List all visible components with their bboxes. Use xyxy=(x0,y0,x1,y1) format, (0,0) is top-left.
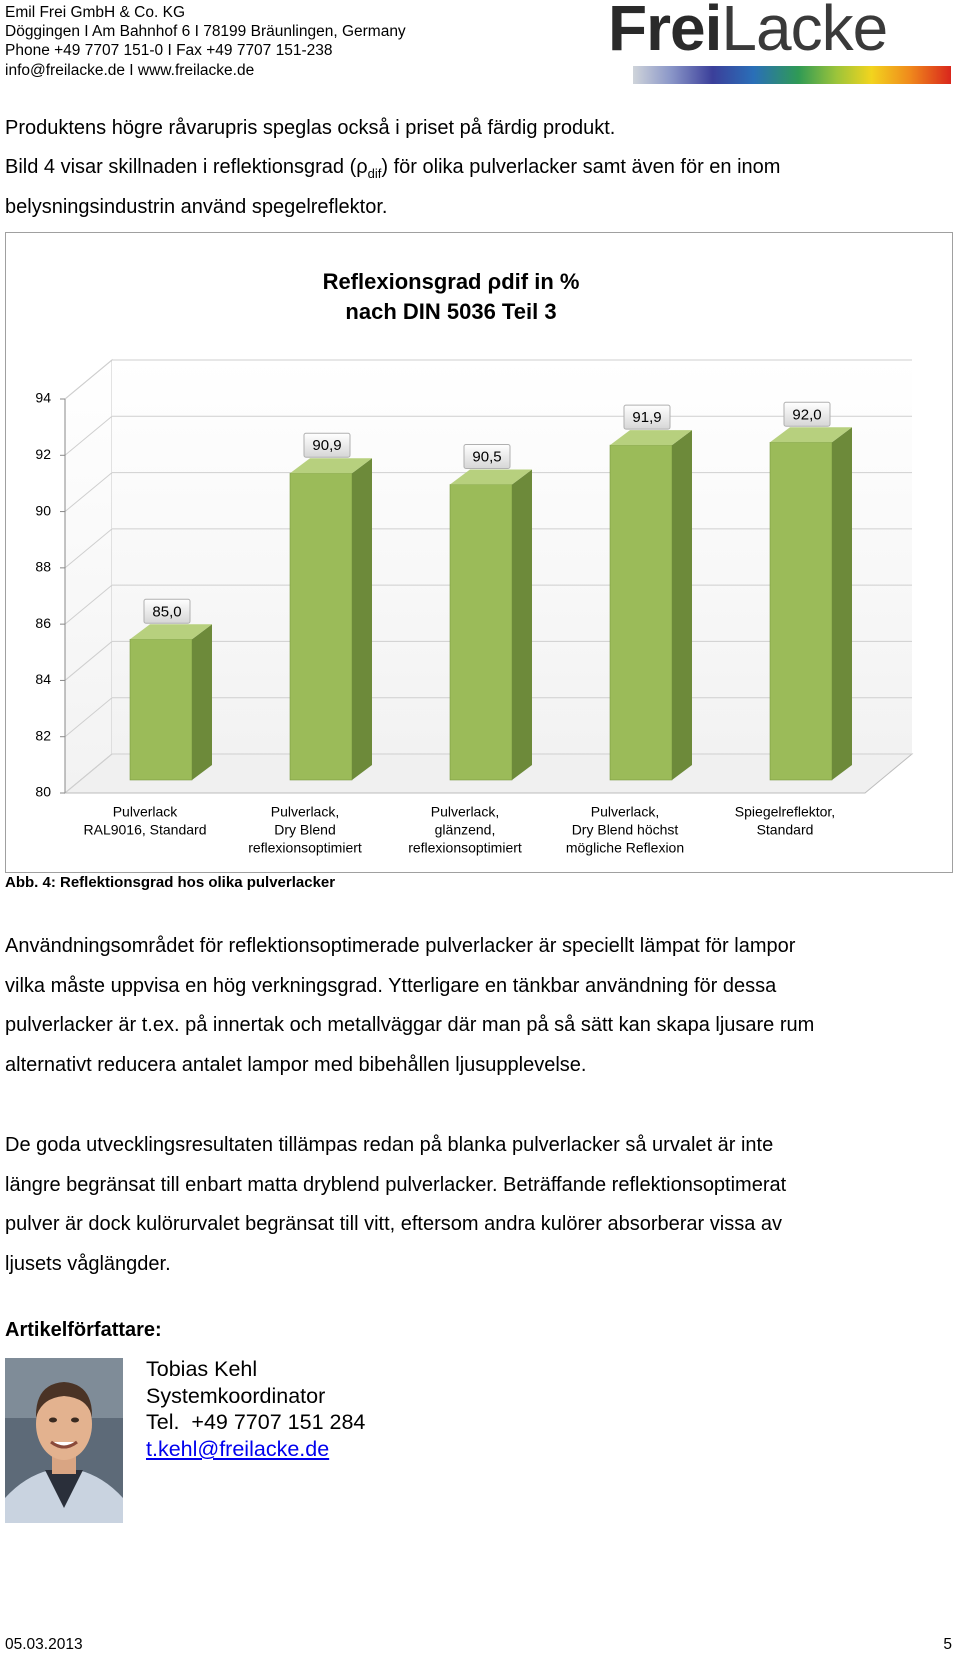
paragraph-line: ljusets våglängder. xyxy=(5,1252,171,1275)
bar-side xyxy=(352,458,372,780)
bar-side xyxy=(672,430,692,780)
grid-line xyxy=(64,359,912,400)
bar-top xyxy=(770,427,852,443)
x-tick-label: Standard xyxy=(757,822,814,838)
value-label: 91,9 xyxy=(632,409,661,426)
bar xyxy=(129,624,212,781)
author-phone: Tel. +49 7707 151 284 xyxy=(146,1410,366,1434)
bar-top xyxy=(290,458,372,474)
author-email[interactable]: t.kehl@freilacke.de xyxy=(146,1437,330,1461)
bar-top xyxy=(130,624,212,640)
x-tick-label: Dry Blend xyxy=(274,822,335,838)
author-name: Tobias Kehl xyxy=(146,1357,258,1381)
bar xyxy=(609,430,692,781)
value-label-box xyxy=(463,444,511,469)
x-tick-label: reflexionsoptimiert xyxy=(248,840,362,856)
web: info@freilacke.de I www.freilacke.de xyxy=(5,62,255,79)
bar-top xyxy=(450,469,532,485)
x-tick-label: RAL9016, Standard xyxy=(84,822,207,838)
x-tick-label: Pulverlack xyxy=(113,804,179,820)
bar-side xyxy=(192,624,212,780)
bar xyxy=(449,469,532,781)
footer-page: 5 xyxy=(943,1636,952,1653)
intro-line: belysningsindustrin använd spegelreflekt… xyxy=(5,196,388,218)
company: Emil Frei GmbH & Co. KG xyxy=(5,4,185,21)
x-tick-label: Spiegelreflektor, xyxy=(735,804,835,820)
value-label: 92,0 xyxy=(792,406,821,423)
text: ) för olika pulverlacker samt även för e… xyxy=(381,156,781,178)
y-tick-label: 88 xyxy=(35,559,51,575)
bar-front xyxy=(769,441,833,781)
bar-side xyxy=(512,469,532,780)
y-tick-label: 92 xyxy=(35,446,51,462)
author-heading: Artikelförfattare: xyxy=(5,1319,162,1341)
value-label-box xyxy=(783,401,831,427)
x-tick-label: Dry Blend höchst xyxy=(572,822,679,838)
bar-front xyxy=(609,444,673,781)
subscript: dif xyxy=(367,166,382,181)
side-wall xyxy=(64,358,113,795)
bar-front xyxy=(289,472,353,781)
logo-light: Lacke xyxy=(721,0,888,64)
chart: Reflexionsgrad ρdif in % nach DIN 5036 Te… xyxy=(5,232,953,873)
address: Döggingen I Am Bahnhof 6 I 78199 Bräunli… xyxy=(5,23,406,40)
paragraph-line: Användningsområdet för reflektionsoptime… xyxy=(5,935,796,957)
bar xyxy=(769,427,852,781)
paragraph-line: De goda utvecklingsresultaten tillämpas … xyxy=(5,1134,774,1156)
paragraph-line: pulverlacker är t.ex. på innertak och me… xyxy=(5,1014,815,1036)
y-tick-label: 82 xyxy=(35,727,51,743)
text: Bild 4 visar skillnaden i reflektionsgra… xyxy=(5,156,368,178)
phone: Phone +49 7707 151-0 I Fax +49 7707 151-… xyxy=(5,42,333,59)
paragraph-line: längre begränsat till enbart matta drybl… xyxy=(5,1173,787,1196)
value-label-box xyxy=(143,598,191,624)
y-tick-label: 86 xyxy=(35,615,51,631)
chart-title: nach DIN 5036 Teil 3 xyxy=(345,299,556,324)
value-label-box xyxy=(623,404,671,430)
bar-top xyxy=(610,430,692,446)
y-tick-label: 90 xyxy=(35,502,51,518)
y-tick-label: 84 xyxy=(35,671,51,687)
logo-bar xyxy=(633,66,951,84)
footer-date: 05.03.2013 xyxy=(5,1636,83,1653)
logo: FreiLacke xyxy=(608,0,888,64)
x-tick-label: reflexionsoptimiert xyxy=(408,840,522,856)
value-label: 90,9 xyxy=(312,437,341,454)
y-tick-label: 94 xyxy=(35,390,51,406)
x-tick-label: Pulverlack, xyxy=(271,804,339,820)
value-label: 90,5 xyxy=(472,448,501,465)
x-tick-label: glänzend, xyxy=(435,822,496,838)
value-label-box xyxy=(303,432,351,458)
intro-line: Produktens högre råvarupris speglas ocks… xyxy=(5,117,616,139)
x-tick-label: mögliche Reflexion xyxy=(566,840,684,856)
bar xyxy=(289,458,372,781)
bar-front xyxy=(449,484,513,781)
x-tick-label: Pulverlack, xyxy=(431,804,499,820)
logo-bold: Frei xyxy=(608,0,722,64)
paragraph-line: vilka måste uppvisa en hög verkningsgrad… xyxy=(5,974,777,997)
paragraph-line: alternativt reducera antalet lampor med … xyxy=(5,1053,587,1076)
chart-title: Reflexionsgrad ρdif in % xyxy=(323,269,580,294)
author-photo xyxy=(5,1358,123,1523)
author-role: Systemkoordinator xyxy=(146,1384,326,1408)
bar-front xyxy=(129,638,193,781)
intro-line: Bild 4 visar skillnaden i reflektionsgra… xyxy=(5,155,780,186)
y-tick-label: 80 xyxy=(35,784,51,800)
paragraph-line: pulver är dock kulörurvalet begränsat ti… xyxy=(5,1213,783,1235)
value-label: 85,0 xyxy=(152,603,181,620)
caption: Abb. 4: Reflektionsgrad hos olika pulver… xyxy=(5,874,336,891)
bar-side xyxy=(832,427,852,780)
x-tick-label: Pulverlack, xyxy=(591,804,659,820)
